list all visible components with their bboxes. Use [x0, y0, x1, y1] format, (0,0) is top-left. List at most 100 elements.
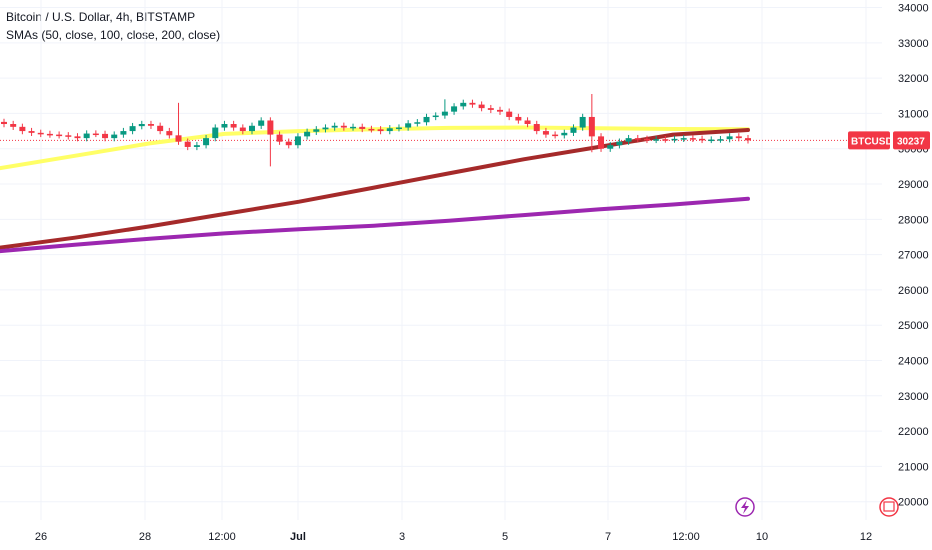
candle-body: [671, 138, 678, 141]
candle-body: [294, 136, 301, 146]
symbol-title[interactable]: Bitcoin / U.S. Dollar, 4h, BITSTAMP: [6, 10, 196, 24]
y-tick-label: 27000: [898, 250, 929, 262]
candle-body: [414, 122, 421, 124]
x-tick-label: 12:00: [208, 531, 236, 543]
candle-body: [304, 131, 311, 137]
candle-body: [147, 124, 154, 126]
candle-body: [598, 136, 605, 149]
y-tick-label: 31000: [898, 108, 929, 120]
candle-body: [506, 111, 513, 117]
candle-body: [699, 138, 706, 141]
price-axis[interactable]: 20000 21000 22000 23000 24000 25000 26000 27000…: [898, 3, 929, 509]
x-tick-label: 10: [756, 531, 768, 543]
candle-body: [157, 125, 164, 132]
candle-body: [221, 124, 228, 128]
time-axis[interactable]: 26 28 12:00 Jul 3 5 7 12:00 10 12: [35, 531, 872, 543]
candle-body: [359, 126, 366, 129]
candle-body: [102, 133, 109, 139]
sma-line-sma-100: [0, 128, 750, 250]
x-tick-label: 7: [605, 531, 611, 543]
y-tick-label: 33000: [898, 38, 929, 50]
candle-body: [28, 131, 35, 133]
candle-body: [735, 136, 742, 139]
candle-body: [138, 124, 145, 127]
candle-body: [46, 133, 53, 136]
candle-body: [478, 104, 485, 109]
candle-body: [37, 132, 44, 135]
candle-body: [680, 138, 687, 140]
y-tick-label: 20000: [898, 497, 929, 509]
candle-body: [331, 125, 338, 128]
y-tick-label: 23000: [898, 391, 929, 403]
candle-body: [643, 138, 650, 141]
candle-body: [276, 134, 283, 142]
x-tick-label: 28: [139, 531, 151, 543]
y-tick-label: 28000: [898, 214, 929, 226]
y-tick-label: 29000: [898, 179, 929, 191]
calendar-icon[interactable]: [879, 497, 899, 517]
candle-body: [607, 145, 614, 149]
candle-body: [625, 138, 632, 142]
candle-body: [340, 125, 347, 128]
chart-legend: Bitcoin / U.S. Dollar, 4h, BITSTAMP SMAs…: [6, 8, 220, 44]
candle-body: [377, 129, 384, 132]
y-tick-label: 21000: [898, 461, 929, 473]
candle-body: [616, 141, 623, 146]
candle-body: [542, 131, 549, 135]
candle-body: [689, 138, 696, 140]
candle-body: [184, 141, 191, 147]
candle-body: [120, 131, 127, 135]
x-tick-label: 3: [399, 531, 405, 543]
candle-body: [175, 135, 182, 142]
candle-body: [451, 106, 458, 112]
candle-body: [726, 136, 733, 140]
candle-body: [230, 124, 237, 128]
y-tick-label: 22000: [898, 426, 929, 438]
y-tick-label: 34000: [898, 3, 929, 15]
price-badge-value: 30237: [897, 136, 925, 147]
price-badge: BTCUSD 30237: [848, 131, 930, 150]
price-badge-bg: [893, 131, 930, 150]
candle-body: [487, 108, 494, 110]
x-tick-label: 5: [502, 531, 508, 543]
candle-body: [74, 136, 81, 139]
x-tick-label: 26: [35, 531, 47, 543]
y-tick-label: 26000: [898, 285, 929, 297]
candle-body: [634, 138, 641, 140]
candle-body: [708, 139, 715, 142]
candlesticks: [1, 94, 751, 167]
lightning-icon[interactable]: [735, 497, 755, 517]
candle-body: [395, 127, 402, 130]
sma-line-sma-200: [0, 196, 750, 254]
sma-lines: [0, 125, 750, 254]
y-tick-label: 24000: [898, 356, 929, 368]
x-tick-label: 12: [860, 531, 872, 543]
candle-body: [588, 116, 595, 137]
candle-body: [350, 126, 357, 129]
candle-body: [258, 120, 265, 126]
symbol-badge-label: BTCUSD: [851, 136, 893, 147]
candle-body: [717, 139, 724, 141]
candle-body: [653, 139, 660, 141]
grid-lines: [0, 0, 882, 520]
symbol-badge-bg: [848, 131, 890, 150]
candle-body: [267, 120, 274, 135]
candle-body: [203, 138, 210, 146]
x-tick-label: 12:00: [672, 531, 700, 543]
candle-body: [368, 128, 375, 131]
candle-body: [65, 135, 72, 137]
candle-body: [432, 115, 439, 118]
candle-body: [423, 116, 430, 123]
candle-body: [524, 120, 531, 125]
candle-body: [386, 128, 393, 132]
candle-body: [313, 129, 320, 132]
x-tick-label: Jul: [290, 531, 306, 543]
candle-body: [10, 124, 17, 127]
sma-line-sma-50: [0, 125, 750, 171]
candle-body: [533, 124, 540, 132]
candle-body: [285, 141, 292, 146]
y-tick-label: 25000: [898, 320, 929, 332]
candle-body: [56, 134, 63, 137]
indicator-title[interactable]: SMAs (50, close, 100, close, 200, close): [6, 28, 221, 42]
